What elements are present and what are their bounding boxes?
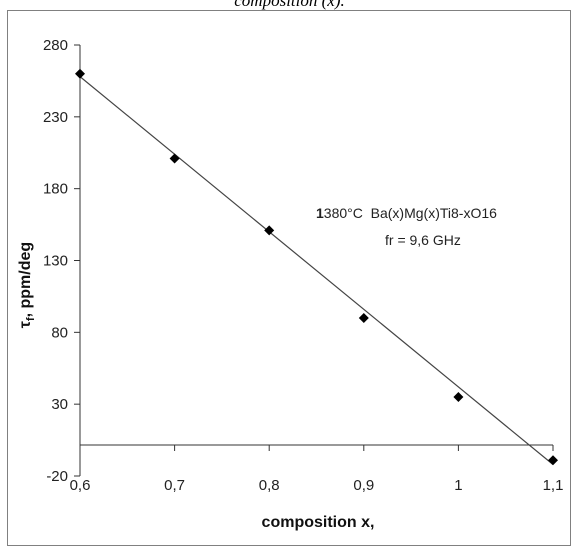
- data-point-diamond: [264, 225, 275, 236]
- x-tick-label: 0,7: [164, 477, 185, 494]
- y-tick-label: 180: [43, 181, 68, 198]
- annotation-line-1: 1380°C Ba(x)Mg(x)Ti8-xO16: [316, 205, 497, 221]
- y-tick-label: -20: [46, 468, 68, 485]
- x-ticks: 0,6 0,7 0,8 0,9 1 1,1: [70, 445, 564, 494]
- y-axis-title: τf, ppm/deg: [17, 242, 37, 328]
- y-axis-title-rest: , ppm/deg: [17, 242, 34, 318]
- x-tick-label: 1: [454, 477, 462, 494]
- y-tick-label: 30: [51, 396, 68, 413]
- data-points: [75, 68, 558, 466]
- chart-frame: [7, 10, 571, 546]
- data-point-diamond: [358, 312, 369, 323]
- y-tick-label: 130: [43, 253, 68, 270]
- figure-caption: composition (x).: [234, 0, 345, 10]
- y-tick-label: 230: [43, 109, 68, 126]
- x-tick-label: 0,6: [70, 477, 91, 494]
- x-tick-label: 0,8: [259, 477, 280, 494]
- data-point-diamond: [169, 153, 180, 164]
- y-axis-title-sub: f: [25, 317, 37, 321]
- x-axis-title: composition x,: [262, 514, 375, 531]
- y-tick-label: 280: [43, 37, 68, 54]
- x-tick-label: 0,9: [353, 477, 374, 494]
- trendline-group: [79, 76, 554, 465]
- annotation-temp-bold: 1: [316, 205, 324, 221]
- y-tick-label: 80: [51, 324, 68, 341]
- y-ticks: 280 230 180 130 80 30 -20: [43, 37, 80, 485]
- axes: [79, 45, 553, 476]
- x-tick-label: 1,1: [543, 477, 564, 494]
- y-axis-title-main: τ: [17, 321, 34, 328]
- data-point-diamond: [548, 455, 558, 466]
- linear-trendline: [79, 76, 554, 465]
- annotation-line-2: fr = 9,6 GHz: [385, 232, 461, 248]
- data-point-diamond: [453, 391, 464, 402]
- data-point-diamond: [75, 68, 85, 79]
- annotation-temp-rest: 380°C Ba(x)Mg(x)Ti8-xO16: [324, 205, 497, 221]
